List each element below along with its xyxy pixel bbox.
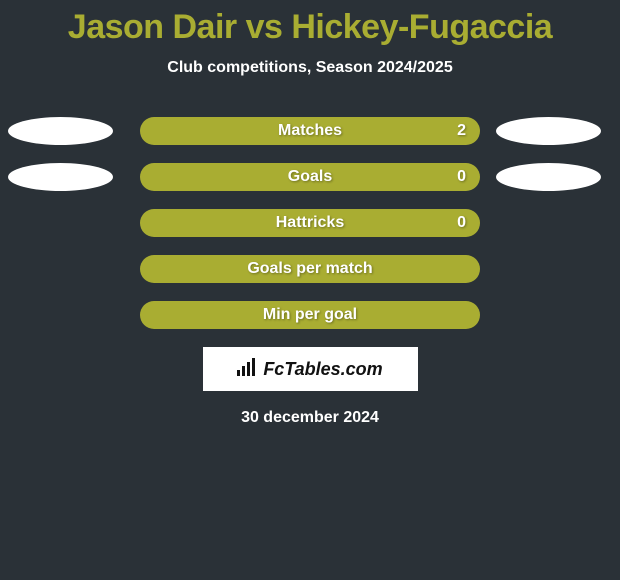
stat-row: Goals per match — [0, 255, 620, 283]
comparison-subtitle: Club competitions, Season 2024/2025 — [0, 59, 620, 77]
stat-label: Matches — [278, 122, 342, 140]
stat-bar-min-per-goal: Min per goal — [140, 301, 480, 329]
stat-label: Goals — [288, 168, 332, 186]
stat-value: 2 — [457, 122, 466, 140]
stat-bar-goals-per-match: Goals per match — [140, 255, 480, 283]
stat-value: 0 — [457, 214, 466, 232]
stat-row: Matches 2 — [0, 117, 620, 145]
stat-label: Goals per match — [247, 260, 372, 278]
logo-text: FcTables.com — [263, 359, 382, 380]
stat-row: Goals 0 — [0, 163, 620, 191]
stat-bar-matches: Matches 2 — [140, 117, 480, 145]
source-logo: FcTables.com — [203, 347, 418, 391]
chart-icon — [237, 358, 259, 381]
stat-label: Min per goal — [263, 306, 357, 324]
player-right-marker — [496, 117, 601, 145]
stat-row: Min per goal — [0, 301, 620, 329]
date-text: 30 december 2024 — [0, 409, 620, 427]
player-left-marker — [8, 117, 113, 145]
player-left-marker — [8, 163, 113, 191]
comparison-card: Jason Dair vs Hickey-Fugaccia Club compe… — [0, 0, 620, 580]
comparison-title: Jason Dair vs Hickey-Fugaccia — [0, 0, 620, 47]
player-right-marker — [496, 163, 601, 191]
stat-value: 0 — [457, 168, 466, 186]
stat-label: Hattricks — [276, 214, 344, 232]
stat-bar-goals: Goals 0 — [140, 163, 480, 191]
stat-bar-hattricks: Hattricks 0 — [140, 209, 480, 237]
stat-row: Hattricks 0 — [0, 209, 620, 237]
stats-area: Matches 2 Goals 0 Hattricks 0 Goals per … — [0, 117, 620, 329]
